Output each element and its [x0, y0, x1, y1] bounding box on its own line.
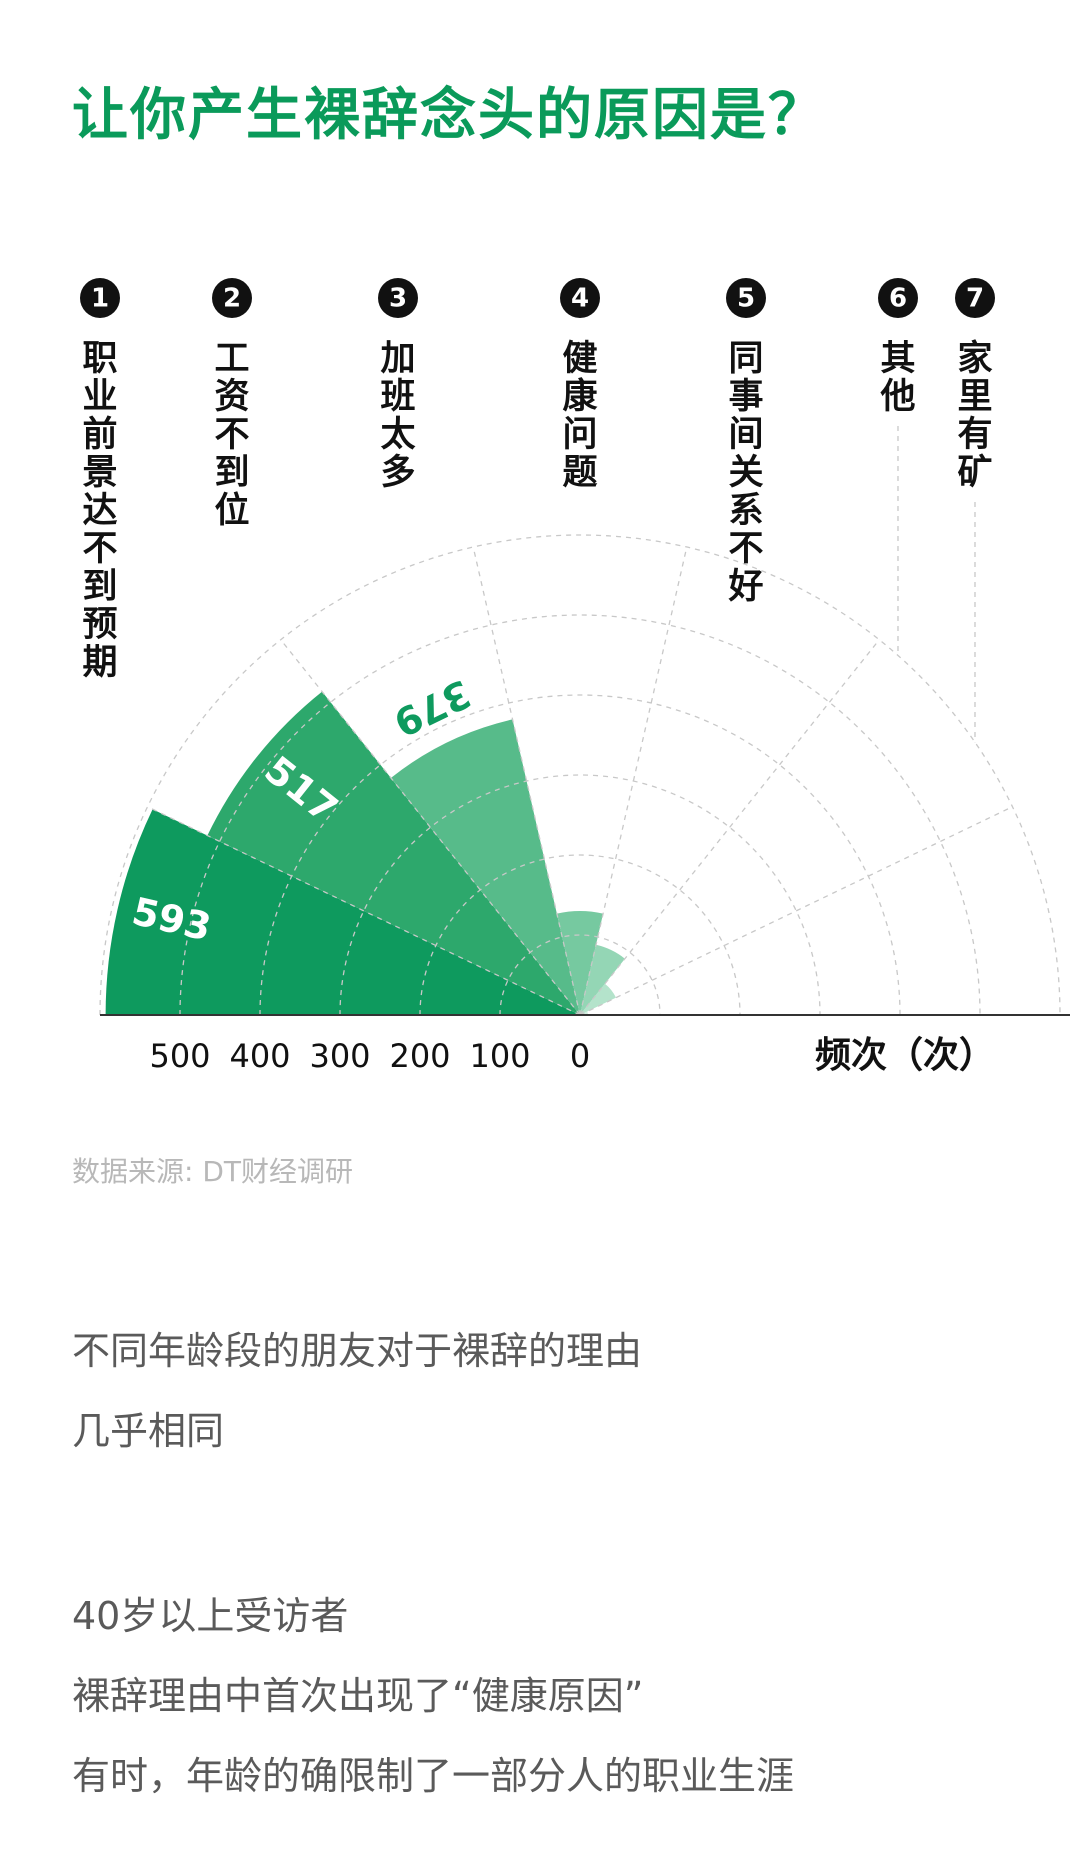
category-num-circle	[726, 278, 766, 318]
category-num-circle	[378, 278, 418, 318]
category-label-char: 同	[728, 339, 763, 379]
grid-spoke-4	[579, 546, 688, 1016]
category-label-char: 关	[728, 453, 763, 493]
category-label-char: 有	[957, 415, 992, 455]
category-label-char: 事	[728, 377, 763, 417]
category-label-char: 业	[82, 377, 117, 417]
paragraph-3: 40岁以上受访者	[72, 1594, 349, 1638]
axis-tick-400: 400	[229, 1037, 290, 1075]
paragraph-1: 不同年龄段的朋友对于裸辞的理由	[72, 1329, 643, 1373]
grid-ring-100	[499, 934, 661, 1016]
axis-tick-100: 100	[469, 1037, 530, 1075]
category-num-circle	[212, 278, 252, 318]
wedge-4	[556, 911, 604, 1015]
category-num-circle	[560, 278, 600, 318]
category-label-char: 班	[380, 377, 415, 417]
grid-spoke-5	[579, 639, 880, 1016]
axis-tick-0: 0	[570, 1037, 590, 1075]
category-num: 1	[91, 284, 109, 314]
polar-bar-chart: 5935173791职业前景达不到预期2工资不到位3加班太多4健康问题5同事间关…	[80, 278, 1070, 1076]
category-num: 2	[223, 284, 241, 314]
category-label-char: 不	[214, 415, 249, 455]
category-num: 4	[571, 284, 589, 314]
category-label-char: 题	[562, 453, 597, 493]
category-label-char: 间	[728, 415, 763, 455]
category-label-char: 系	[728, 491, 763, 531]
grid-spoke-3	[472, 546, 581, 1016]
category-label-char: 其	[880, 339, 915, 379]
grid-ring-200	[419, 854, 741, 1016]
axis-tick-500: 500	[149, 1037, 210, 1075]
paragraph-2: 几乎相同	[72, 1409, 225, 1453]
paragraph-5: 有时，年龄的确限制了一部分人的职业生涯	[72, 1754, 795, 1798]
grid	[99, 534, 1061, 1016]
category-num-circle	[80, 278, 120, 318]
category-num-circle	[955, 278, 995, 318]
category-label-char: 达	[82, 491, 117, 531]
category-num: 5	[737, 284, 755, 314]
axis-label: 频次（次）	[815, 1035, 995, 1076]
category-label-char: 问	[562, 415, 597, 455]
category-label-char: 不	[82, 529, 117, 569]
wedge-2	[207, 691, 580, 1015]
category-label-char: 不	[728, 529, 763, 569]
category-label-char: 前	[82, 415, 117, 455]
category-num: 3	[389, 284, 407, 314]
category-label-char: 到	[82, 567, 117, 607]
category-num-circle	[878, 278, 918, 318]
category-label-char: 预	[82, 605, 117, 645]
category-label-char: 多	[380, 453, 415, 493]
value-label-3: 379	[387, 671, 478, 745]
data-source: 数据来源: DT财经调研	[72, 1155, 353, 1188]
category-label-char: 里	[957, 377, 992, 417]
category-label-char: 职	[82, 339, 117, 379]
category-6: 6 其他	[878, 278, 918, 656]
wedge-1	[105, 809, 580, 1015]
category-label-char: 康	[562, 376, 597, 417]
category-num: 6	[889, 284, 907, 314]
category-label-char: 健	[562, 339, 597, 379]
wedge-3	[391, 719, 580, 1015]
category-num: 7	[966, 284, 984, 314]
category-label-char: 加	[380, 339, 415, 379]
category-label-char: 景	[82, 453, 117, 493]
category-label-char: 矿	[957, 453, 992, 493]
page-title: 让你产生裸辞念头的原因是？	[72, 83, 826, 148]
grid-spoke-1	[147, 806, 581, 1016]
category-label-char: 到	[214, 453, 249, 493]
paragraph-4: 裸辞理由中首次出现了“健康原因”	[72, 1674, 644, 1718]
wedge-5	[580, 944, 625, 1015]
category-label-char: 工	[214, 339, 249, 379]
grid-spoke-2	[280, 639, 581, 1016]
category-label-char: 位	[214, 491, 249, 531]
grid-spoke-6	[579, 806, 1013, 1016]
category-label-char: 家	[957, 339, 992, 379]
grid-ring-400	[259, 694, 901, 1016]
category-label-char: 好	[727, 567, 763, 607]
axis-tick-200: 200	[389, 1037, 450, 1075]
category-label-char: 资	[214, 377, 249, 417]
category-label-char: 他	[879, 377, 915, 417]
category-label-char: 期	[82, 643, 117, 683]
category-label-char: 太	[380, 415, 415, 455]
axis-tick-300: 300	[309, 1037, 370, 1075]
wedge-6	[580, 983, 616, 1015]
grid-ring-600	[99, 534, 1061, 1016]
